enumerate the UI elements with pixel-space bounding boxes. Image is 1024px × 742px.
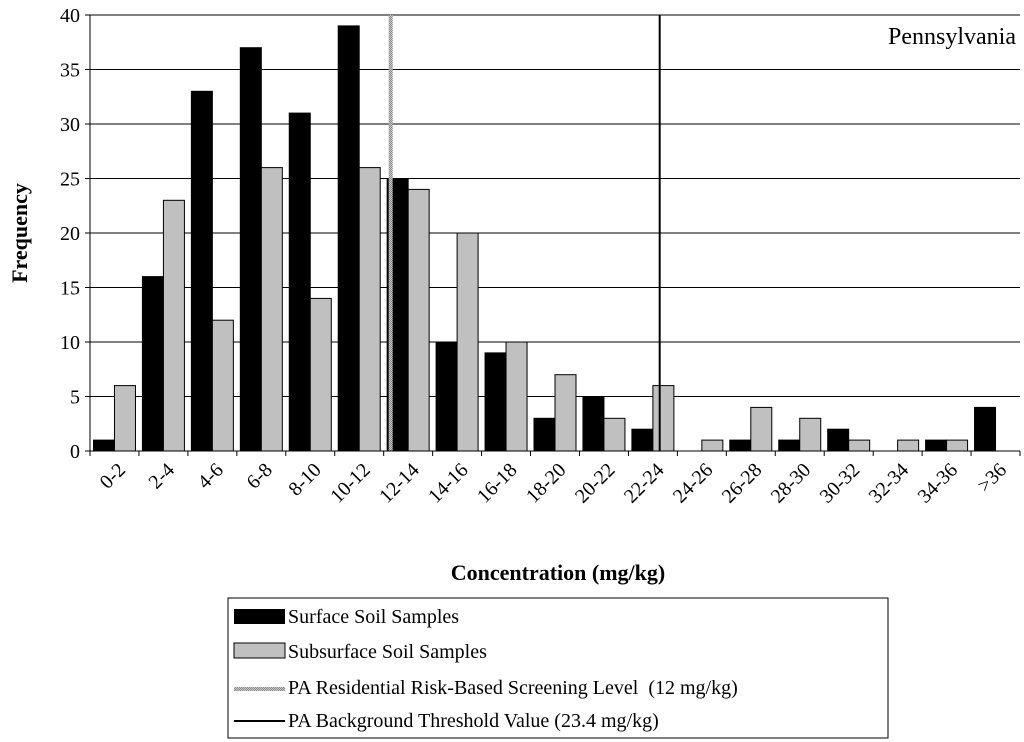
x-axis-title: Concentration (mg/kg) [451,560,665,585]
bar-surface-3 [239,47,262,452]
bar-surface-14 [778,439,801,452]
bar-subsurface-5 [358,167,381,452]
x-tick-label: 16-18 [473,459,522,508]
screening-level-line [388,15,393,451]
legend-swatch-screening-line [234,687,285,691]
x-tick-label: 32-34 [865,459,914,508]
bar-subsurface-6 [407,188,430,452]
x-tick-label: 34-36 [914,459,963,508]
bar-subsurface-7 [456,232,479,452]
bar-subsurface-4 [309,297,332,452]
bar-surface-18 [974,406,997,452]
bar-subsurface-9 [554,374,577,452]
x-tick-label: 2-4 [145,459,179,493]
x-tick-label: 14-16 [424,459,473,508]
x-tick-labels: 0-2 2-4 4-6 6-8 8-10 10-12 12-14 14-16 16-18 18-2… [96,459,1011,508]
x-tick-label: 30-32 [816,459,865,508]
reference-lines [388,15,661,451]
bar-subsurface-11 [652,385,675,452]
legend-label-background-line: PA Background Threshold Value (23.4 mg/k… [288,710,659,732]
bar-subsurface-8 [505,341,528,452]
bar-subsurface-3 [260,167,283,452]
bar-surface-15 [827,428,850,452]
x-tick-label: 26-28 [718,459,767,508]
y-tick-label: 10 [60,332,80,354]
bar-subsurface-1 [162,199,185,452]
y-axis-title: Frequency [7,183,32,283]
legend-label-surface: Surface Soil Samples [288,606,459,628]
bar-surface-4 [288,112,311,452]
bar-surface-17 [925,439,948,452]
bar-surface-0 [92,439,115,452]
x-tick-label: 24-26 [669,459,718,508]
x-tick-label: 4-6 [193,459,227,493]
bar-subsurface-12 [701,439,724,452]
legend: Surface Soil Samples Subsurface Soil Sam… [227,597,889,739]
y-tick-label: 0 [70,441,80,463]
y-tick-label: 25 [60,169,80,191]
y-tick-label: 30 [60,114,80,136]
bar-subsurface-13 [750,406,773,452]
bar-subsurface-2 [211,319,234,452]
legend-swatch-subsurface [233,642,286,659]
y-tick-labels: 0 5 10 15 20 25 30 35 40 [60,5,80,463]
bar-subsurface-16 [897,439,920,452]
axes [85,14,1021,456]
bars [92,25,997,452]
bar-surface-9 [533,417,556,452]
bar-surface-13 [729,439,752,452]
bar-subsurface-14 [799,417,822,452]
x-tick-label: 20-22 [571,459,620,508]
bar-surface-1 [141,276,164,452]
bar-surface-11 [631,428,654,452]
bar-surface-8 [484,352,507,452]
y-tick-label: 35 [60,60,80,82]
legend-label-screening-line: PA Residential Risk-Based Screening Leve… [288,677,738,699]
x-tick-label: 0-2 [96,459,130,493]
y-tick-label: 20 [60,223,80,245]
x-tick-label: >36 [973,459,1011,497]
x-tick-label: 6-8 [242,459,276,493]
bar-subsurface-17 [946,439,969,452]
bar-surface-5 [337,25,360,452]
x-tick-label: 8-10 [284,459,325,500]
region-label: Pennsylvania [888,24,1016,50]
x-tick-label: 22-24 [620,459,669,508]
bar-subsurface-15 [848,439,871,452]
x-tick-label: 10-12 [326,459,375,508]
legend-frame [227,597,889,739]
bar-subsurface-0 [113,385,136,452]
bar-surface-2 [190,90,213,452]
legend-label-subsurface: Subsurface Soil Samples [288,641,487,663]
bar-surface-10 [582,396,605,452]
legend-swatch-surface [234,609,285,624]
y-tick-label: 5 [70,387,80,409]
x-tick-label: 12-14 [375,459,424,508]
y-tick-label: 40 [60,5,80,27]
bar-subsurface-10 [603,417,626,452]
legend-swatch-background-line [234,720,285,722]
bar-surface-7 [435,341,458,452]
x-tick-label: 18-20 [522,459,571,508]
x-tick-label: 28-30 [767,459,816,508]
y-tick-label: 15 [60,278,80,300]
